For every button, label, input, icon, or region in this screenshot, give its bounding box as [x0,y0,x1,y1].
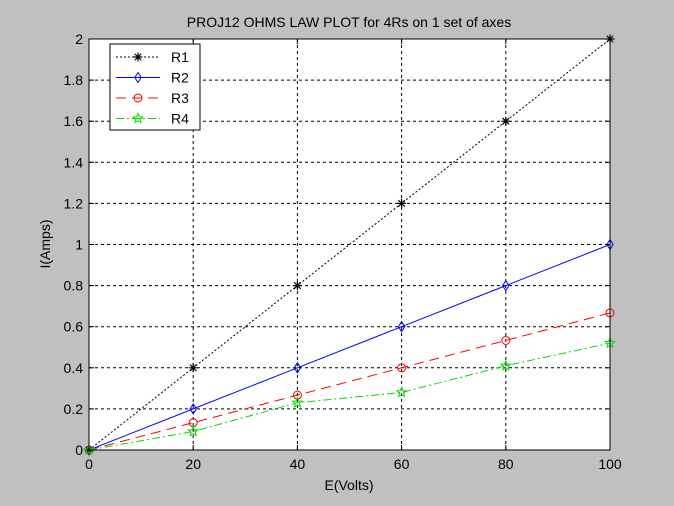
x-axis-label: E(Volts) [324,477,373,493]
y-tick-label: 2 [75,31,83,47]
y-tick-label: 0 [75,442,83,458]
data-point-r4 [82,443,96,456]
y-tick-label: 0.8 [64,278,84,294]
series-line-r4 [88,342,611,451]
series-layer [82,34,617,456]
legend-marker-r4 [131,112,145,124]
legend-marker-r3 [133,93,143,103]
legend-box [109,43,201,131]
legend-item-r1: R1 [116,49,189,65]
series-line-r1 [88,38,611,451]
legend: R1 R2 R3 R4 [109,43,201,131]
y-tick-label: 1.6 [64,113,84,129]
y-tick-label: 1 [75,237,83,253]
data-point-r1 [292,281,302,291]
data-point-r1 [188,363,198,373]
data-point-r2 [502,279,510,292]
y-tick-label: 0.2 [64,401,84,417]
legend-label-r3: R3 [171,90,189,106]
x-tick-label: 0 [85,456,93,472]
data-point-r2 [293,361,302,374]
series-line-r2 [88,244,611,451]
x-tick-label: 100 [598,456,622,472]
data-point-r4 [499,359,512,371]
ticks: 0 20 40 60 80 100 0 0.2 0.4 0.6 0.8 1 1.2 1.4 1.6 1.8 2 [64,31,622,472]
data-point-r4 [395,386,408,398]
data-point-r4 [187,425,200,437]
x-tick-label: 80 [498,456,514,472]
x-tick-label: 60 [394,456,410,472]
legend-label-r2: R2 [171,70,189,86]
y-tick-label: 1.8 [64,72,84,88]
data-point-r3 [501,335,511,345]
x-tick-label: 40 [290,456,306,472]
legend-item-r4: R4 [116,111,189,127]
y-axis-label: I(Amps) [37,220,53,269]
legend-label-r1: R1 [171,49,189,65]
data-point-r1 [501,116,511,126]
data-point-r2 [397,320,406,333]
y-tick-label: 0.6 [64,319,84,335]
data-point-r2 [189,402,197,415]
legend-marker-r2 [134,71,142,84]
y-tick-label: 1.2 [64,195,84,211]
y-tick-label: 1.4 [64,154,84,170]
data-point-r4 [291,396,304,408]
legend-marker-r1 [133,52,143,62]
grid [89,39,610,450]
chart-title: PROJ12 OHMS LAW PLOT for 4Rs on 1 set of… [187,14,511,30]
data-point-r3 [292,390,302,400]
data-point-r1 [397,198,407,208]
y-tick-label: 0.4 [64,360,84,376]
x-tick-label: 20 [185,456,201,472]
data-point-r3 [397,363,407,373]
legend-item-r3: R3 [116,90,189,106]
legend-item-r2: R2 [116,70,189,86]
series-line-r3 [88,312,611,451]
legend-label-r4: R4 [171,111,189,127]
